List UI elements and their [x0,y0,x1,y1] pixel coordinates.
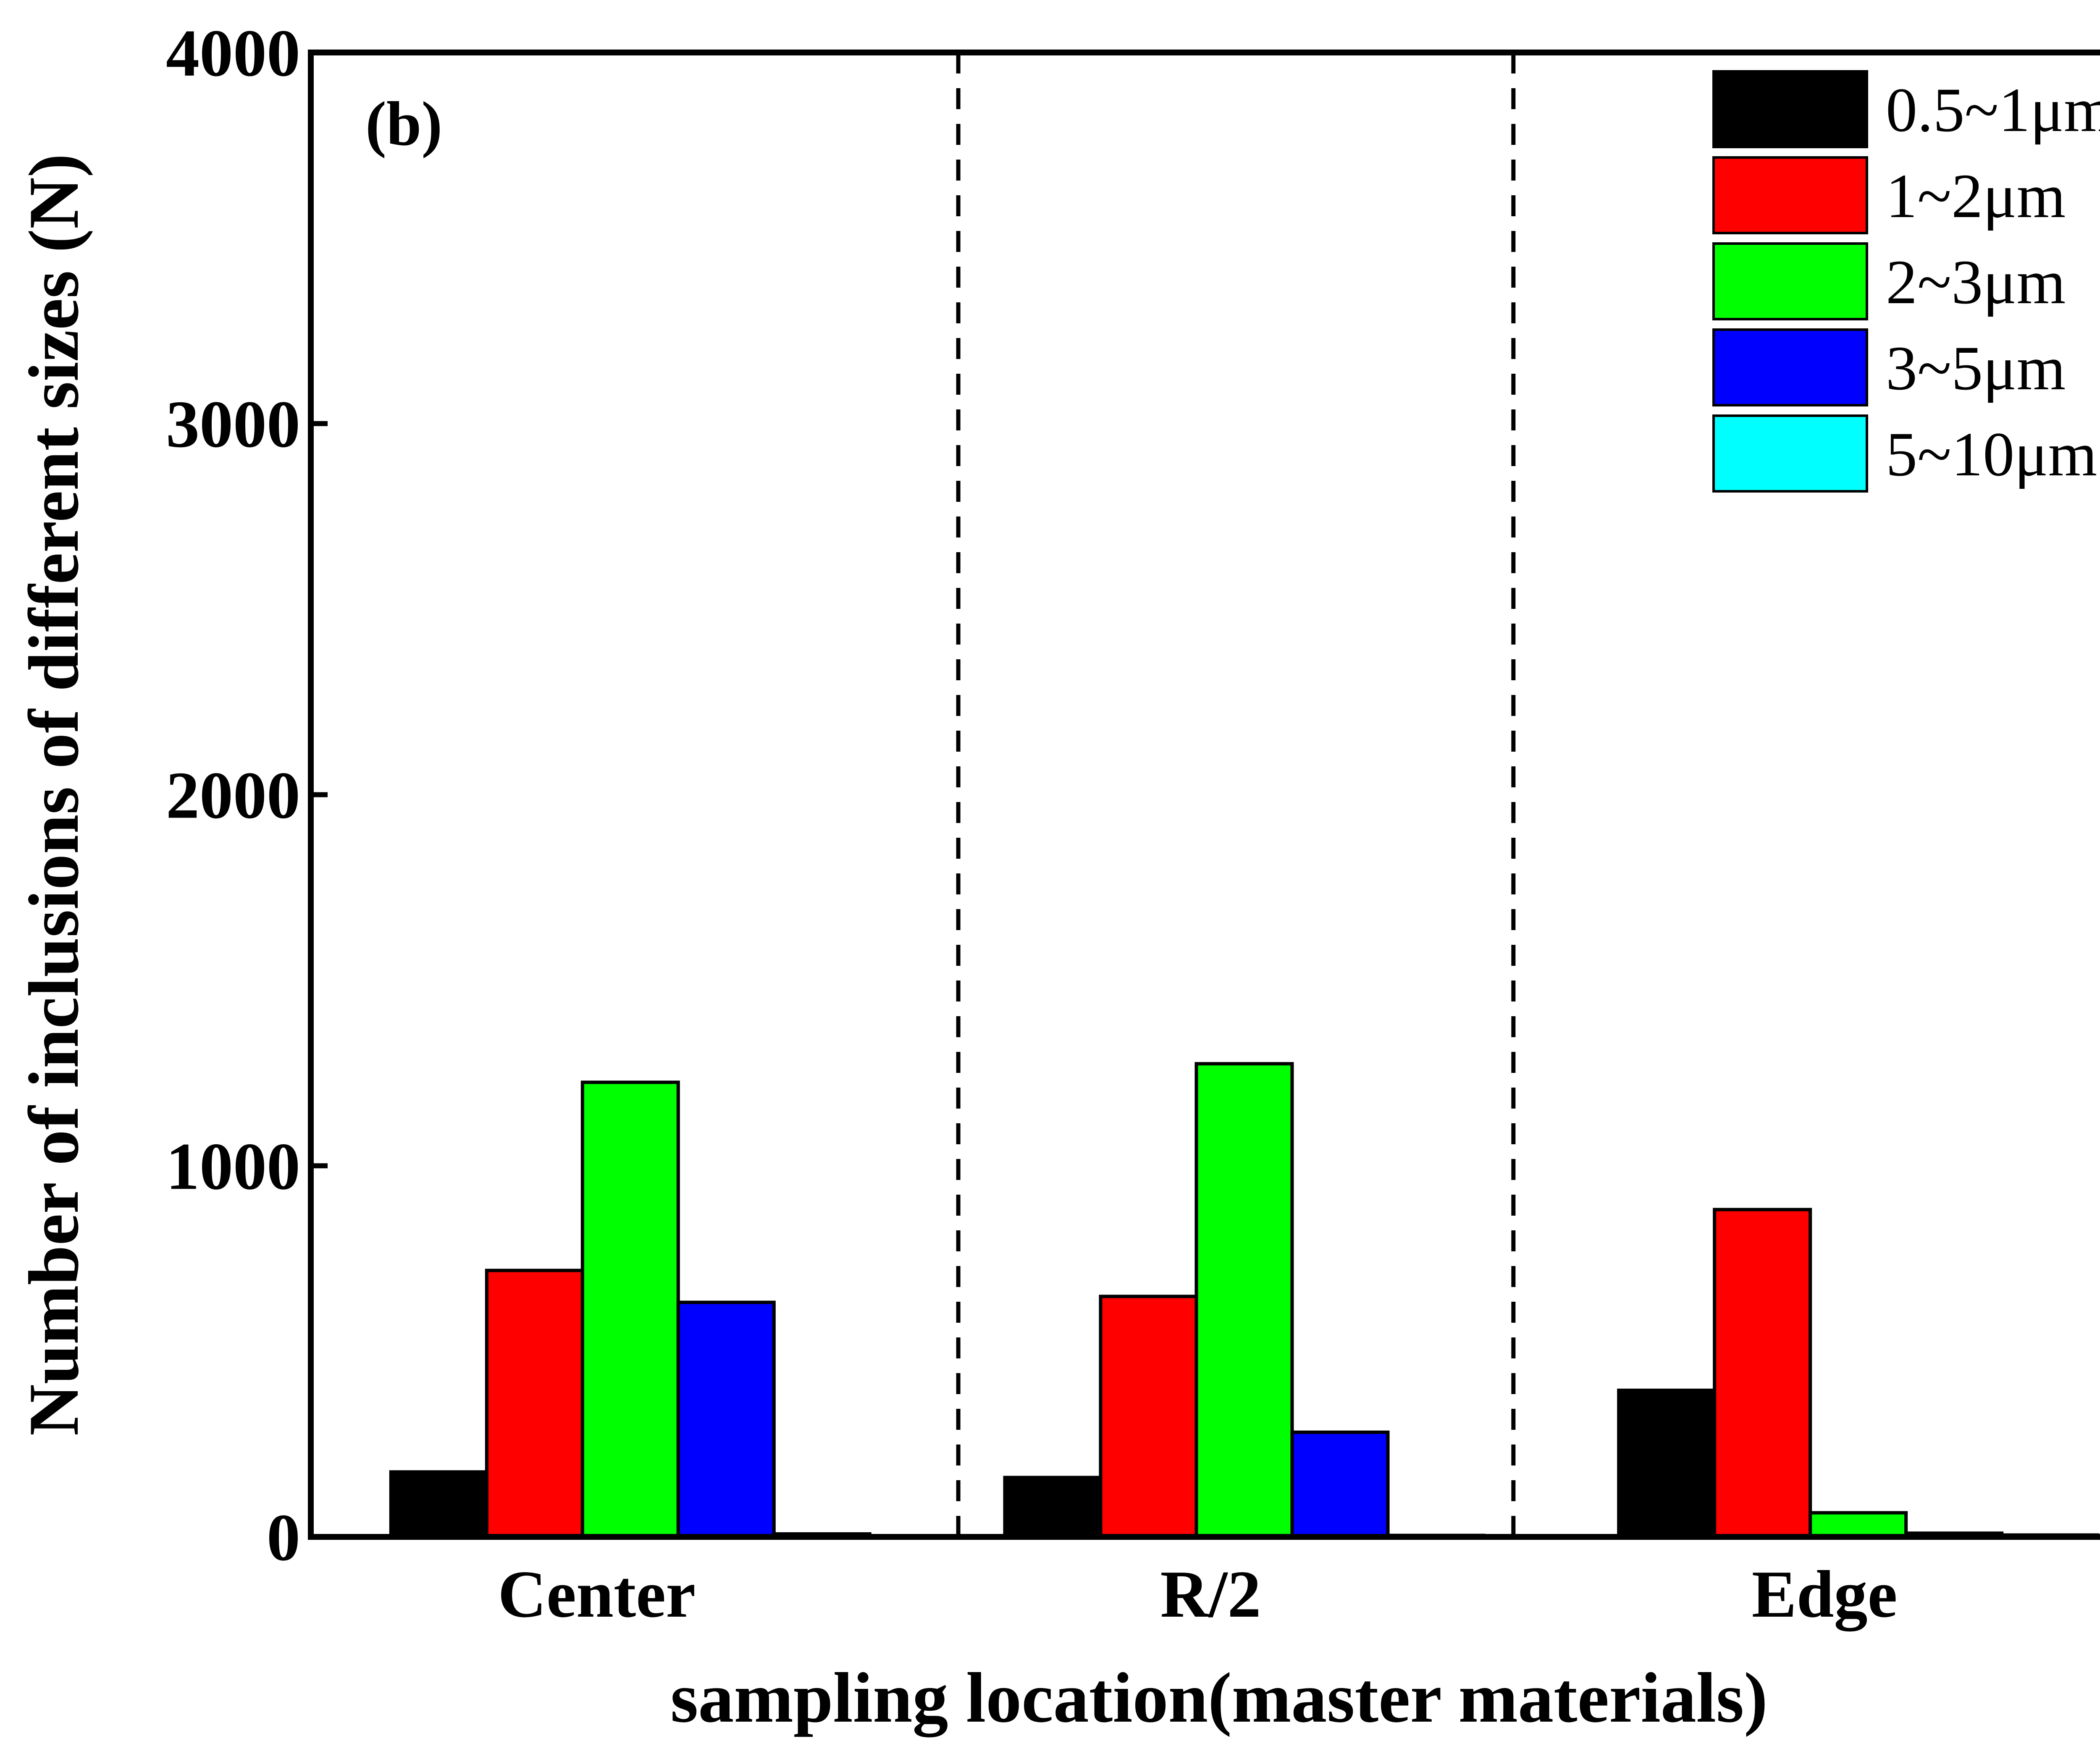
y-axis-title: Number of inclusions of different sizes … [14,154,93,1436]
legend-label-4: 3~5μm [1886,333,2066,403]
x-category-label: R/2 [1160,1557,1261,1631]
legend-swatch-1 [1712,70,1868,148]
legend-swatch-3 [1712,242,1868,320]
bar-center-series-4 [676,1300,776,1539]
x-category-label: Edge [1752,1557,1898,1632]
y-tick-label: 3000 [166,387,300,461]
bars-layer [389,1062,2100,1539]
bar-r2-series-4 [1290,1430,1390,1539]
legend-label-5: 5~10μm [1886,419,2097,489]
bar-center-series-2 [485,1269,584,1539]
bar-r2-series-1 [1003,1476,1102,1539]
y-tick-label: 0 [267,1500,300,1575]
legend-label-1: 0.5~1μm [1886,75,2100,145]
x-category-labels: Center R/2 Edge [498,1557,1897,1632]
legend-swatch-5 [1712,414,1868,493]
y-ticks-layer: 0 1000 2000 3000 4000 [166,16,328,1575]
y-tick-label: 2000 [166,758,300,833]
panel-label: (b) [365,89,442,159]
bar-edge-series-2 [1713,1208,1812,1539]
legend-swatch-2 [1712,156,1868,234]
legend-swatch-4 [1712,328,1868,406]
bar-center-series-3 [580,1080,680,1539]
y-tick-label: 1000 [166,1129,300,1203]
legend-label-2: 1~2μm [1886,161,2066,231]
legend-label-3: 2~3μm [1886,247,2066,317]
bar-r2-series-2 [1099,1295,1198,1539]
legend: 0.5~1μm 1~2μm 2~3μm 3~5μm 5~10μm [1712,70,2100,493]
bar-edge-series-3 [1809,1511,1908,1539]
x-axis-title: sampling location(master materials) [670,1658,1768,1737]
bar-r2-series-3 [1194,1062,1294,1539]
bar-center-series-1 [389,1470,488,1539]
bar-edge-series-1 [1617,1388,1717,1539]
y-tick-label: 4000 [166,16,300,90]
x-category-label: Center [498,1557,696,1631]
